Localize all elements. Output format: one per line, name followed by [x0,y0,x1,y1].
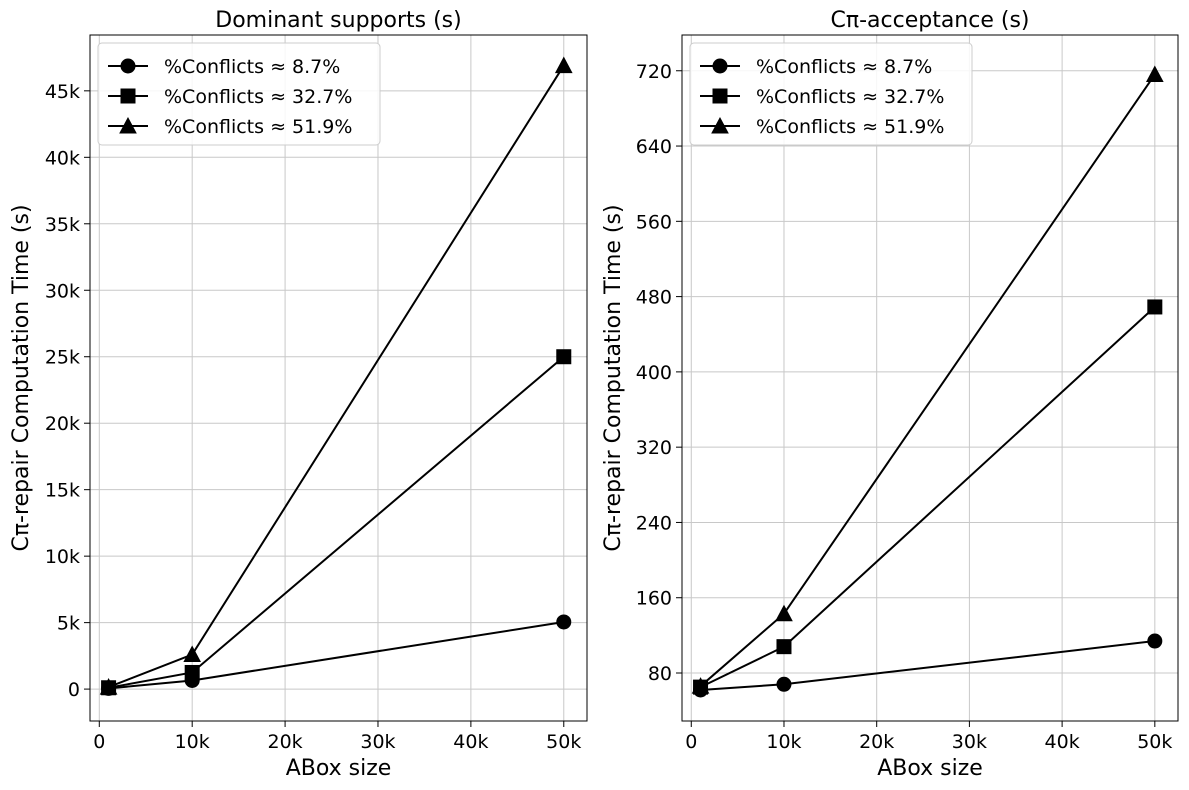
x-tick-label: 0 [93,731,105,753]
y-tick-label: 400 [636,362,672,384]
y-tick-label: 45k [45,81,80,103]
y-tick-label: 160 [636,588,672,610]
data-point-square [184,664,200,680]
x-tick-label: 40k [453,731,488,753]
series-line [108,355,565,689]
chart-dominant-supports: 0 10k 20k 30k 40k 50k 0 5k 10k 15k 20k 25k 30k 35k 40k… [9,8,588,781]
legend-box [689,42,973,146]
y-tick-label: 560 [636,211,672,233]
series-line [700,640,1155,691]
legend-marker-triangle [119,116,137,134]
data-point-triangle [775,604,793,622]
y-tick-label: 80 [648,663,672,685]
data-point-triangle [691,677,710,694]
data-point-circle [1147,633,1163,649]
y-tick-label: 720 [636,61,672,83]
y-tick-label: 480 [636,287,672,309]
legend-label: %Conflicts ≈ 32.7% [756,86,944,108]
legend-marker-square [712,88,728,104]
y-axis-label: Cπ-repair Computation Time (s) [601,204,626,551]
data-point-triangle [183,645,202,663]
y-tick-label: 35k [45,214,80,236]
series-line [108,620,564,690]
chart-title: Dominant supports (s) [215,8,461,33]
plot-frame [89,34,588,722]
legend-marker-circle [120,58,136,74]
y-tick-label: 25k [45,347,80,369]
y-tick-label: 20k [45,413,80,435]
x-tick-label: 20k [859,731,894,753]
series-line [700,306,1156,689]
x-tick-label: 0 [685,731,697,753]
data-point-circle [556,614,572,630]
x-tick-label: 20k [267,731,302,753]
legend: %Conflicts ≈ 8.7% %Conflicts ≈ 32.7% %Conf… [97,42,381,146]
plot-frame [681,34,1179,722]
x-tick-label: 10k [175,731,210,753]
x-axis-label: ABox size [286,756,392,781]
y-tick-label: 15k [45,480,80,502]
x-tick-label: 40k [1045,731,1080,753]
y-tick-label: 240 [636,512,672,534]
x-tick-label: 10k [766,731,801,753]
x-tick-label: 30k [952,731,987,753]
y-tick-label: 320 [636,437,672,459]
legend-box [97,42,381,146]
data-point-triangle [554,56,573,74]
y-tick-label: 10k [45,546,80,568]
data-point-triangle [1145,65,1164,83]
y-tick-label: 0 [68,679,80,701]
legend-label: %Conflicts ≈ 8.7% [756,56,932,78]
x-tick-label: 50k [546,731,581,753]
x-tick-label: 30k [360,731,395,753]
legend-label: %Conflicts ≈ 32.7% [164,86,352,108]
chart-title: Cπ-acceptance (s) [830,8,1029,33]
legend-marker-circle [712,58,728,74]
x-axis-label: ABox size [877,756,983,781]
legend: %Conflicts ≈ 8.7% %Conflicts ≈ 32.7% %Conf… [689,42,973,146]
y-tick-label: 40k [45,147,80,169]
legend-label: %Conflicts ≈ 8.7% [164,56,340,78]
y-tick-label: 5k [57,613,80,635]
y-axis-label: Cπ-repair Computation Time (s) [9,204,34,551]
data-point-triangle [99,678,118,695]
data-point-circle [776,676,792,692]
series-line [108,65,565,689]
series-line [699,73,1156,687]
legend-label: %Conflicts ≈ 51.9% [164,116,352,138]
legend-marker-square [120,88,136,104]
data-point-square [556,349,572,365]
legend-label: %Conflicts ≈ 51.9% [756,116,944,138]
legend-marker-triangle [711,116,729,134]
x-tick-label: 50k [1137,731,1172,753]
data-point-square [1147,299,1163,315]
data-point-square [776,639,792,655]
y-tick-label: 30k [45,280,80,302]
chart-cpi-acceptance: 0 10k 20k 30k 40k 50k 80 160 240 320 400 480 560 640 7… [601,8,1179,781]
y-tick-label: 640 [636,136,672,158]
